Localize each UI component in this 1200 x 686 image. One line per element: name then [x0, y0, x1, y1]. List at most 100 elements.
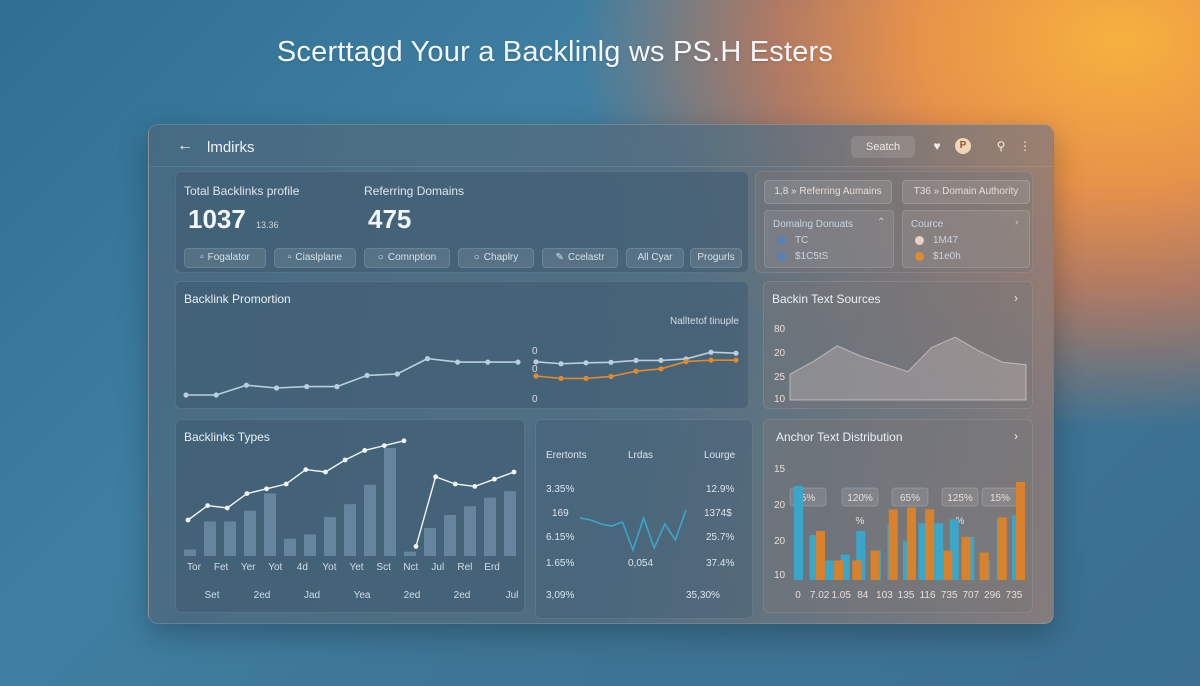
stats-left-1: 3.35% — [546, 484, 575, 495]
promotion-line-1-point-1 — [213, 392, 219, 398]
stats-right-2: 1374$ — [704, 508, 732, 519]
anchor-blue-bar-8 — [918, 523, 928, 580]
promotion-annotation: Nalltetof tinuple — [670, 316, 739, 327]
types-line-2-point-3 — [472, 484, 478, 489]
types-bar-15 — [484, 497, 496, 556]
chevron-right-icon[interactable]: › — [1015, 217, 1019, 228]
sources-chevron-icon[interactable]: › — [1014, 291, 1018, 305]
stats-left-2: 169 — [552, 508, 569, 519]
anchor-blue-bar-2 — [825, 560, 835, 580]
promotion-line-1-point-10 — [485, 359, 491, 365]
promotion-line-2-point-7 — [708, 349, 714, 355]
types-bar-14 — [464, 506, 476, 556]
anchor-x-label-2: 1.05 — [831, 590, 851, 601]
types-x-label-5: Yot — [322, 562, 336, 573]
promotion-line-1-point-0 — [183, 392, 189, 398]
types-bar-9 — [364, 484, 376, 556]
back-arrow-icon[interactable]: ← — [177, 137, 193, 154]
promotion-line-1-point-3 — [273, 385, 280, 391]
chip-progurls[interactable]: Progurls — [690, 248, 742, 268]
stats-right-1: 12.9% — [706, 484, 735, 495]
anchor-x-label-8: 707 — [962, 590, 979, 601]
anchor-orange-bar-8 — [961, 536, 971, 580]
anchor-box-3 — [941, 487, 979, 507]
types-x-label2-5: 2ed — [454, 590, 471, 601]
anchor-box-label-3: 125% — [947, 493, 973, 504]
search-button[interactable]: Seatch — [851, 136, 915, 158]
types-x-label-9: Jul — [431, 562, 444, 573]
anchor-box-label-1: 120% — [847, 493, 873, 504]
chip-chaplry[interactable]: ○ Chaplry — [458, 248, 534, 268]
more-icon[interactable]: ⋮ — [1019, 139, 1031, 153]
anchor-box-2 — [891, 487, 929, 507]
anchor-orange-bar-4 — [888, 509, 898, 580]
anchor-card: Anchor Text Distribution › 15 20 20 10 5% 120… — [763, 419, 1033, 613]
promotion-line-1-point-11 — [515, 359, 521, 365]
types-x-label-1: Fet — [214, 562, 229, 573]
chip-ciaslplane[interactable]: ▫ Ciaslplane — [274, 248, 356, 268]
types-x-label-7: Sct — [376, 562, 391, 573]
types-x-label2-2: Jad — [304, 590, 320, 601]
types-x-label-8: Nct — [403, 562, 418, 573]
types-bar-12 — [424, 527, 436, 556]
types-x-label2-1: 2ed — [254, 590, 271, 601]
types-bar-3 — [244, 510, 256, 556]
types-bar-1 — [204, 521, 216, 556]
sources-y-tick-0: 80 — [774, 324, 786, 335]
anchor-blue-bar-1 — [809, 534, 819, 580]
anchor-chevron-icon[interactable]: › — [1014, 429, 1018, 443]
types-line-1-point-3 — [244, 491, 250, 496]
anchor-orange-bar-7 — [943, 550, 953, 580]
chip-comnption[interactable]: ○ Comnption — [364, 248, 450, 268]
page-headline: Scerttagd Your a Backlinlg ws PS.H Ester… — [276, 36, 834, 68]
sources-area — [789, 336, 1027, 401]
anchor-x-label-7: 735 — [941, 590, 958, 601]
source-mini-card[interactable]: Cource › 1M47 $1e0h — [902, 210, 1030, 268]
promotion-title: Backlink Promortion — [184, 292, 291, 306]
chip-all-cyar[interactable]: All Cyar — [626, 248, 684, 268]
types-line-2-point-1 — [433, 474, 438, 480]
types-bar-2 — [224, 521, 236, 556]
stats-card: Erertonts Lrdas Lourge 3.35% 169 6.15% 1… — [535, 419, 753, 619]
types-x-label2-0: Set — [204, 590, 219, 601]
anchor-orange-bar-3 — [870, 550, 880, 580]
types-x-label2-4: 2ed — [404, 590, 421, 601]
source-row-2: $1e0h — [933, 251, 961, 262]
promotion-line-3-point-8 — [733, 357, 739, 363]
chip-ccelastr[interactable]: ✎ Ccelastr — [542, 248, 618, 268]
promotion-line-1-point-9 — [455, 359, 461, 365]
referring-domains-pill[interactable]: 1,8 » Referring Aumains — [764, 180, 892, 204]
chip-fogalator[interactable]: ▫ Fogalator — [184, 248, 266, 268]
types-line-1-point-10 — [381, 443, 387, 448]
search-icon[interactable]: ⚲ — [996, 139, 1006, 153]
anchor-orange-bar-2 — [852, 560, 862, 580]
total-backlinks-sub: 13.36 — [256, 220, 279, 230]
domains-mini-card[interactable]: Domalng Donuats ⌃ TC $1C5tS — [764, 210, 894, 268]
types-line-1-point-6 — [303, 467, 309, 472]
anchor-box-sub-1: % — [956, 516, 965, 527]
anchor-box-sub-0: % — [856, 516, 865, 527]
anchor-x-label-0: 0 — [795, 590, 801, 601]
badge-icon[interactable]: P — [955, 138, 971, 154]
types-line-1-point-4 — [264, 486, 269, 492]
promotion-line-3-point-6 — [683, 359, 689, 365]
sources-chart: 80 20 25 10 — [774, 324, 1027, 405]
types-x-label-6: Yet — [349, 562, 363, 573]
referring-domains-value: 475 — [368, 204, 412, 234]
anchor-blue-bar-4 — [856, 531, 866, 580]
chevron-up-icon[interactable]: ⌃ — [877, 217, 886, 228]
source-dot-1 — [915, 236, 924, 245]
types-x-label-4: 4d — [297, 562, 308, 573]
overview-card: Total Backlinks profile 1037 13.36 Refer… — [175, 171, 749, 273]
heart-icon[interactable]: ♥ — [933, 139, 941, 153]
anchor-orange-bar-1 — [834, 560, 844, 580]
anchor-blue-bar-3 — [840, 554, 850, 580]
types-line-2 — [415, 471, 515, 547]
types-x-label-10: Rel — [457, 562, 472, 573]
types-chart: Tor Fet Yer Yot 4d Yot Yet Sct Nct Jul Rel Erd Set 2e… — [184, 438, 518, 601]
types-x-label-2: Yer — [241, 562, 256, 573]
domain-authority-pill[interactable]: T36 » Domain Authority — [902, 180, 1030, 204]
anchor-y-tick-2: 20 — [774, 536, 786, 547]
anchor-box-label-0: 5% — [801, 493, 816, 504]
promotion-line-1-point-6 — [364, 372, 370, 378]
